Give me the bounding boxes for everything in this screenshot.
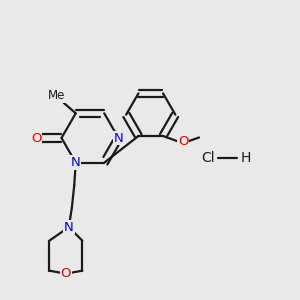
Text: Cl: Cl [202, 151, 215, 164]
Text: O: O [178, 136, 189, 148]
Text: Me: Me [48, 89, 65, 102]
Text: N: N [64, 221, 74, 234]
Text: N: N [114, 131, 123, 145]
Text: O: O [61, 267, 71, 280]
Text: O: O [31, 131, 41, 145]
Text: H: H [241, 151, 251, 164]
Text: N: N [71, 156, 81, 169]
